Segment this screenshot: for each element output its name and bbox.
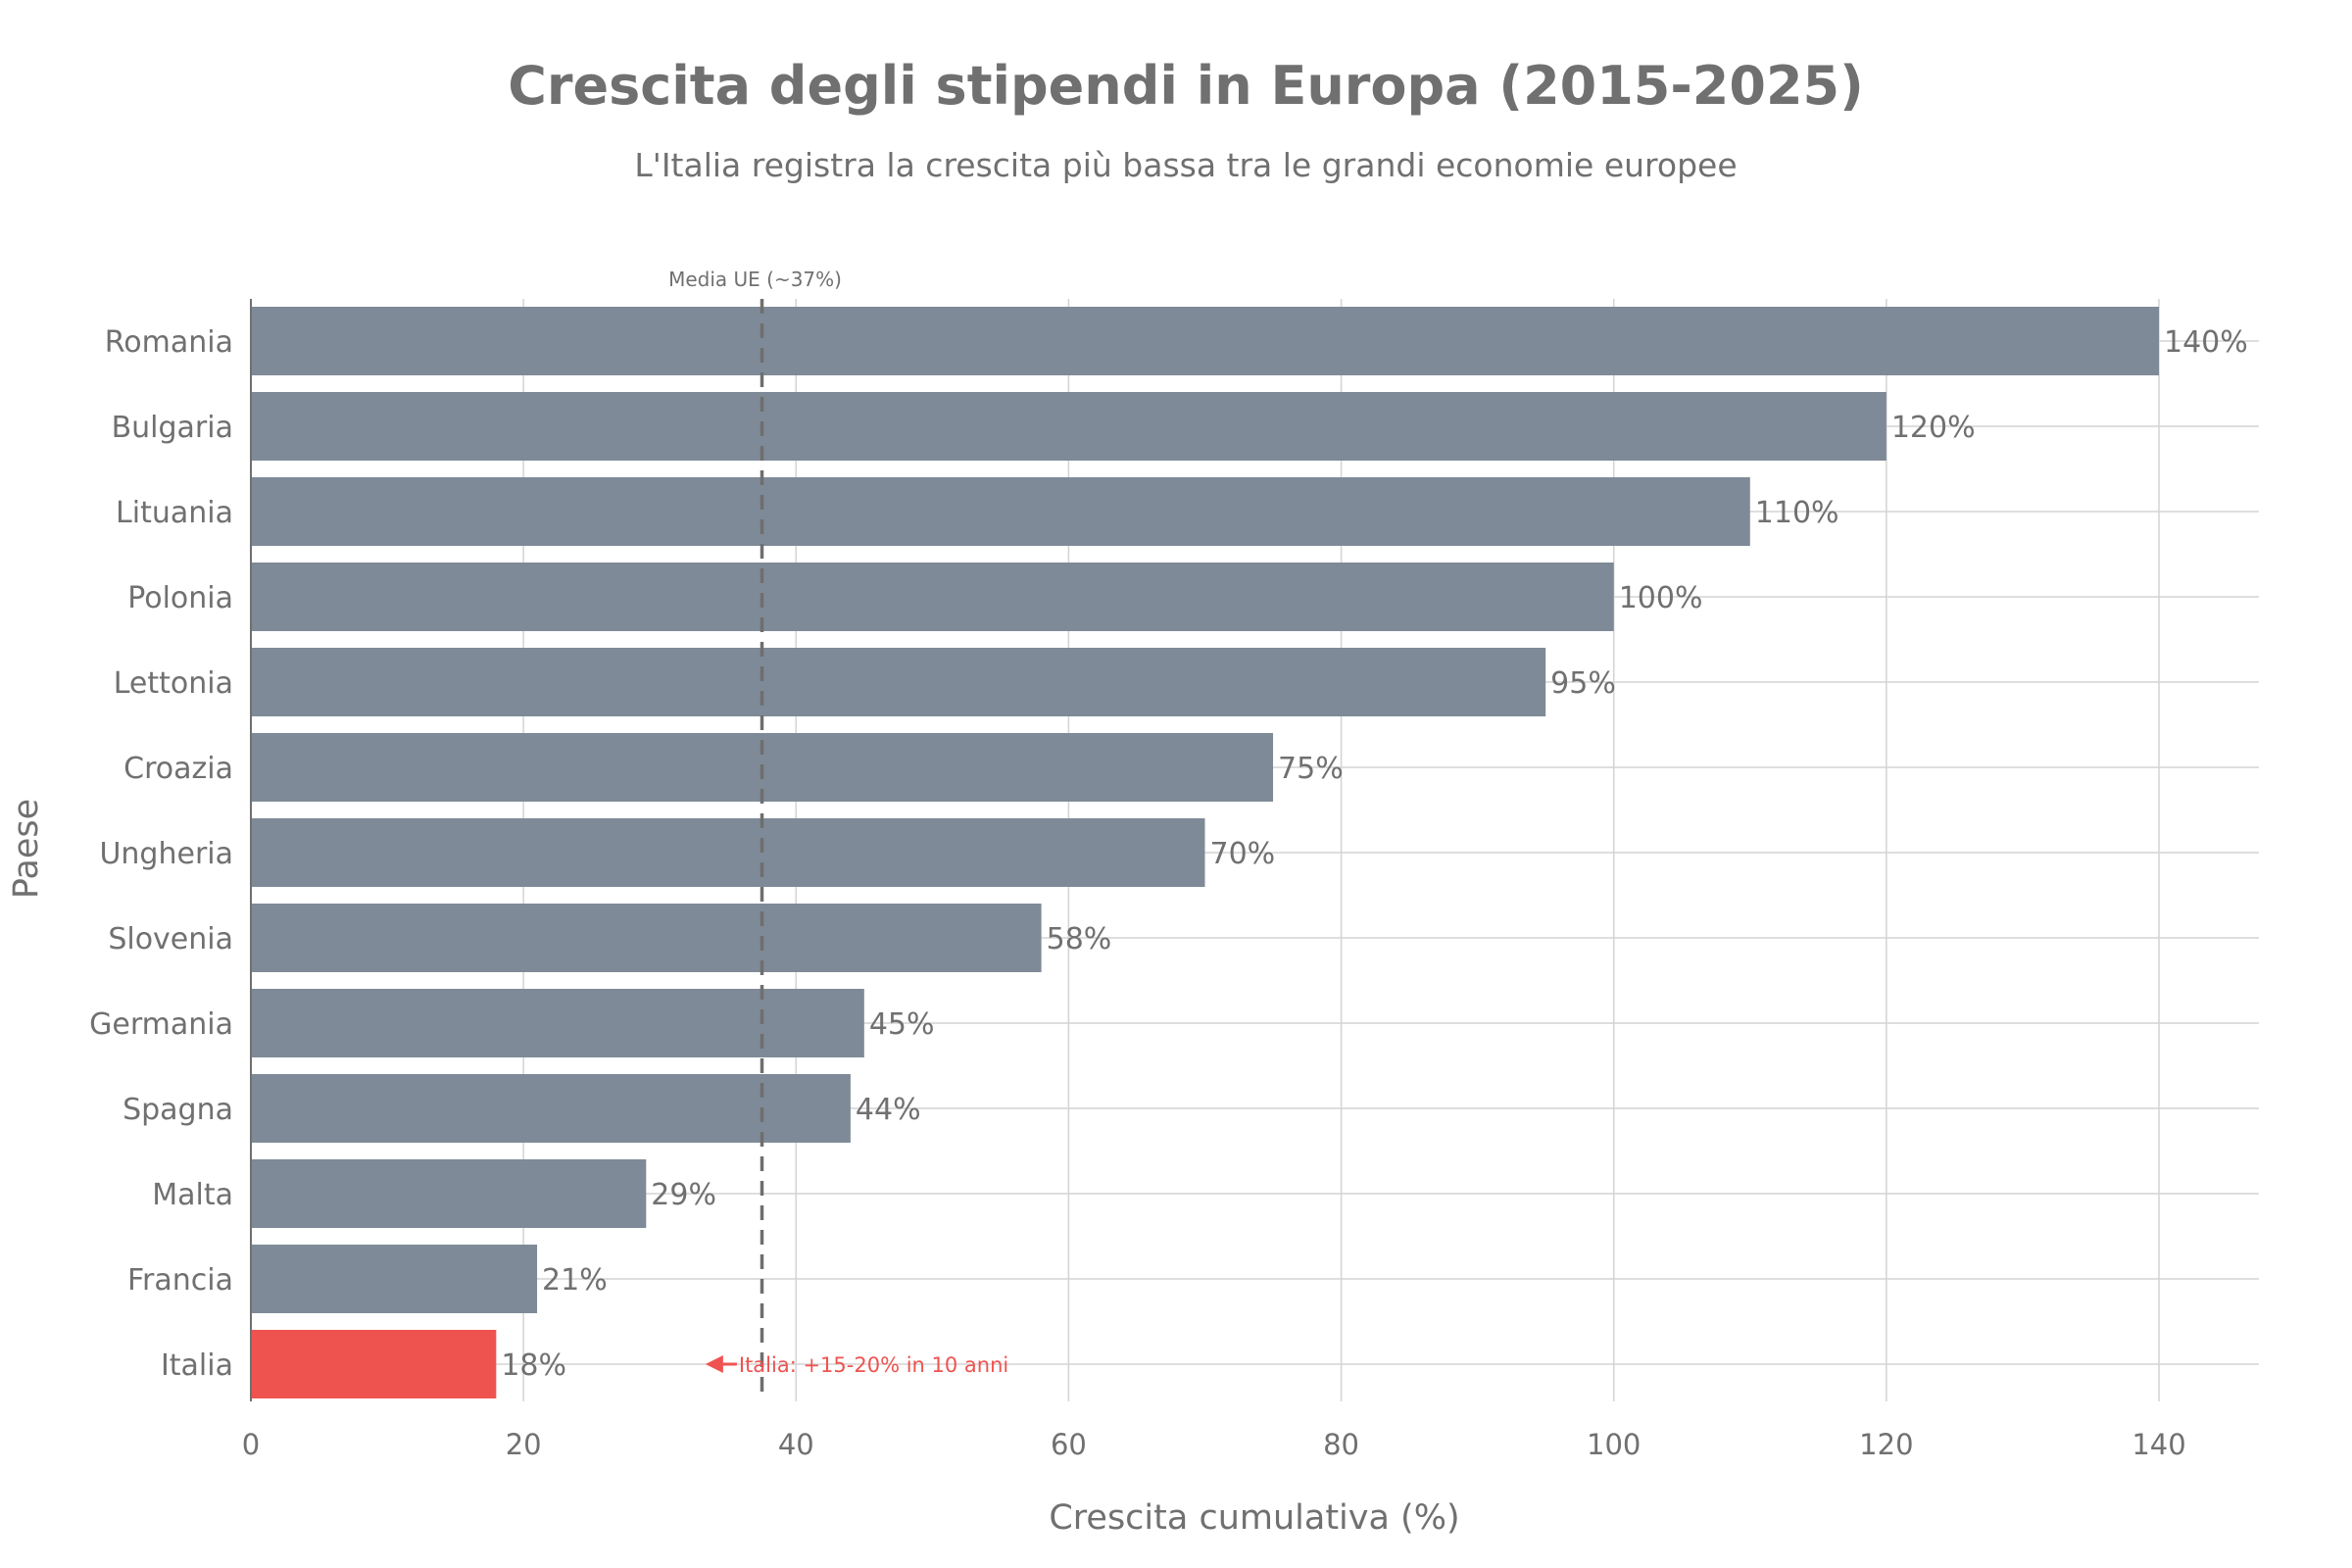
category-label-lituania: Lituania [116, 496, 233, 530]
data-label-malta: 29% [651, 1178, 716, 1212]
bar-malta [251, 1159, 647, 1228]
data-label-germania: 45% [869, 1007, 935, 1042]
category-label-lettonia: Lettonia [114, 666, 233, 701]
annotation-arrow [705, 1355, 723, 1373]
bar-romania [251, 307, 2159, 375]
x-tick-label: 140 [2132, 1428, 2185, 1461]
bar-italia [251, 1330, 497, 1398]
reference-line-label: Media UE (~37%) [668, 268, 842, 291]
category-label-italia: Italia [161, 1348, 233, 1383]
x-tick-label: 80 [1323, 1428, 1359, 1461]
category-label-spagna: Spagna [122, 1093, 233, 1127]
x-tick-label: 40 [778, 1428, 814, 1461]
category-label-ungheria: Ungheria [99, 837, 233, 871]
bar-ungheria [251, 818, 1205, 887]
category-label-polonia: Polonia [127, 581, 233, 615]
category-label-bulgaria: Bulgaria [112, 411, 233, 445]
data-label-polonia: 100% [1619, 581, 1703, 615]
chart-subtitle: L'Italia registra la crescita più bassa … [634, 146, 1737, 184]
bar-spagna [251, 1074, 851, 1143]
y-axis-title: Paese [7, 799, 46, 899]
annotation-text: Italia: +15-20% in 10 anni [739, 1353, 1008, 1377]
category-label-francia: Francia [127, 1263, 233, 1298]
data-label-bulgaria: 120% [1891, 411, 1976, 445]
category-label-romania: Romania [105, 325, 233, 360]
bar-lituania [251, 477, 1750, 546]
bar-slovenia [251, 904, 1042, 972]
bar-bulgaria [251, 392, 1886, 461]
x-axis-title: Crescita cumulativa (%) [1049, 1498, 1459, 1538]
data-label-francia: 21% [542, 1263, 608, 1298]
category-label-slovenia: Slovenia [108, 922, 233, 956]
x-tick-label: 100 [1587, 1428, 1641, 1461]
chart-title: Crescita degli stipendi in Europa (2015-… [508, 55, 1864, 117]
data-label-croazia: 75% [1278, 752, 1344, 786]
category-label-croazia: Croazia [123, 752, 233, 786]
bar-francia [251, 1245, 538, 1313]
x-tick-label: 20 [506, 1428, 542, 1461]
category-label-malta: Malta [152, 1178, 233, 1212]
bar-germania [251, 989, 864, 1057]
bar-lettonia [251, 648, 1546, 716]
x-tick-label: 0 [242, 1428, 260, 1461]
data-label-italia: 18% [501, 1348, 566, 1383]
data-label-lettonia: 95% [1550, 666, 1616, 701]
x-tick-label: 120 [1859, 1428, 1913, 1461]
data-label-spagna: 44% [856, 1093, 921, 1127]
data-label-ungheria: 70% [1210, 837, 1276, 871]
labels: 0 20 40 60 80 100 120 140 Romania 140% Bulgaria 120… [89, 268, 2248, 1461]
data-label-slovenia: 58% [1047, 922, 1112, 956]
category-label-germania: Germania [89, 1007, 233, 1042]
bar-polonia [251, 563, 1614, 631]
x-tick-label: 60 [1051, 1428, 1087, 1461]
data-label-romania: 140% [2164, 325, 2248, 360]
data-label-lituania: 110% [1755, 496, 1839, 530]
